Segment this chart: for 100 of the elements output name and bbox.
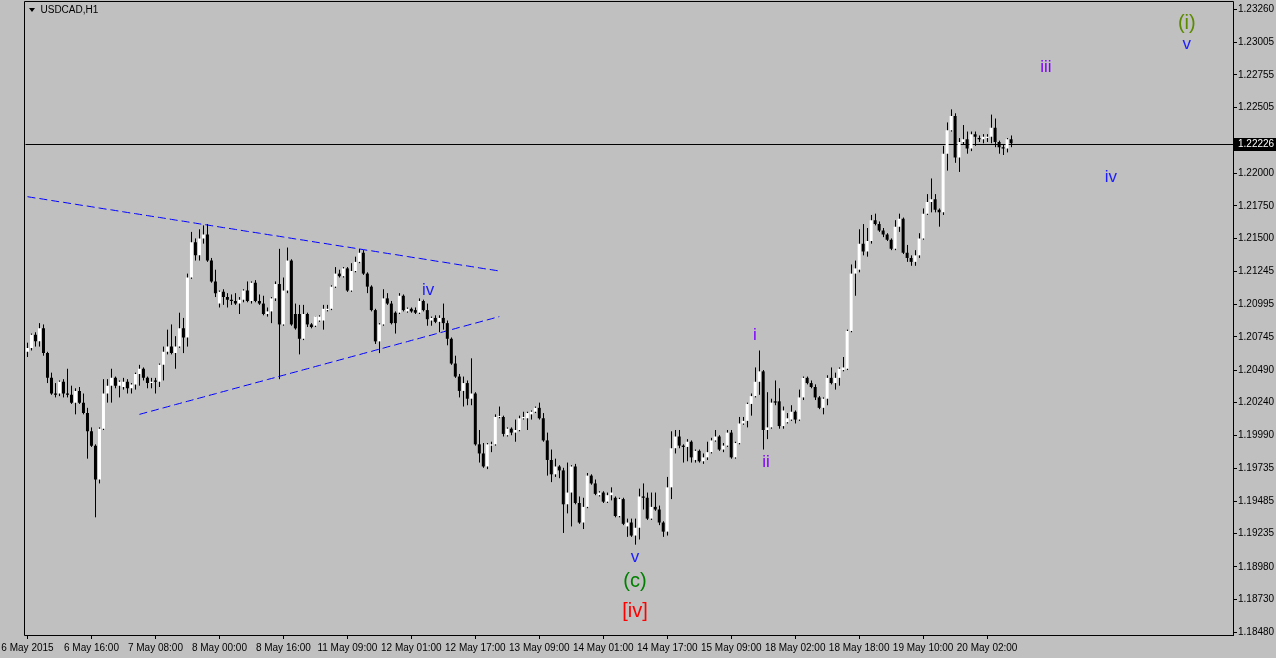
candlestick bbox=[545, 432, 549, 477]
annotation: iii bbox=[1040, 56, 1052, 76]
y-tick-label: 1.18480 bbox=[1238, 625, 1275, 637]
annotation: v bbox=[1182, 33, 1192, 53]
candlestick bbox=[249, 280, 253, 305]
candlestick bbox=[917, 232, 921, 259]
candlestick bbox=[553, 458, 557, 478]
candlestick bbox=[869, 214, 873, 245]
x-tick-label: 6 May 2015 bbox=[1, 641, 55, 653]
candlestick bbox=[49, 372, 53, 396]
candlestick bbox=[461, 376, 465, 408]
candlestick bbox=[685, 438, 689, 462]
candlestick bbox=[501, 415, 505, 438]
x-tick-label: 12 May 17:00 bbox=[445, 641, 507, 653]
candlestick bbox=[649, 492, 653, 521]
y-tick-label: 1.18980 bbox=[1238, 560, 1275, 572]
y-tick-label: 1.21750 bbox=[1238, 199, 1275, 211]
y-tick-label: 1.22505 bbox=[1238, 101, 1275, 113]
candlestick bbox=[365, 271, 369, 294]
x-tick-label: 19 May 10:00 bbox=[892, 641, 954, 653]
y-tick-label: 1.19485 bbox=[1238, 494, 1275, 506]
candlestick bbox=[81, 393, 85, 415]
candlestick bbox=[929, 177, 933, 213]
candlestick bbox=[689, 439, 693, 464]
candlestick bbox=[861, 223, 865, 256]
candlestick bbox=[657, 505, 661, 526]
candlestick bbox=[549, 449, 553, 483]
candlestick bbox=[749, 393, 753, 417]
y-tick-label: 1.19235 bbox=[1238, 527, 1275, 539]
candlestick bbox=[933, 193, 937, 213]
candlestick bbox=[209, 257, 213, 284]
candlestick bbox=[177, 312, 181, 349]
candlestick bbox=[925, 193, 929, 216]
annotation: ii bbox=[762, 451, 770, 471]
candlestick bbox=[481, 442, 485, 469]
annotation: iv bbox=[1104, 166, 1118, 186]
x-tick-label: 15 May 09:00 bbox=[700, 641, 762, 653]
annotation: iv bbox=[421, 279, 435, 299]
annotation: (c) bbox=[623, 568, 647, 591]
annotation: i bbox=[753, 325, 757, 345]
candlestick bbox=[333, 266, 337, 289]
x-tick-label: 14 May 17:00 bbox=[636, 641, 698, 653]
x-tick-label: 11 May 09:00 bbox=[317, 641, 378, 653]
candlestick bbox=[105, 378, 109, 404]
candlestick bbox=[193, 237, 197, 262]
candlestick bbox=[633, 518, 637, 546]
y-tick-label: 1.22755 bbox=[1238, 68, 1275, 80]
x-tick-label: 14 May 01:00 bbox=[572, 641, 634, 653]
y-tick-label: 1.21245 bbox=[1238, 265, 1275, 277]
candlestick bbox=[801, 376, 805, 401]
candlestick bbox=[181, 317, 185, 354]
candlestick bbox=[477, 429, 481, 464]
candlestick bbox=[69, 385, 73, 405]
ref-line-label: 1.22226 bbox=[1238, 138, 1275, 150]
candlestick bbox=[565, 462, 569, 514]
candlestick bbox=[837, 366, 841, 387]
x-tick-label: 18 May 18:00 bbox=[828, 641, 890, 653]
y-tick-label: 1.21500 bbox=[1238, 232, 1275, 244]
annotation: [iv] bbox=[622, 598, 648, 621]
candlestick bbox=[157, 363, 161, 388]
candlestick bbox=[457, 373, 461, 398]
y-tick-label: 1.19990 bbox=[1238, 428, 1275, 440]
candlestick bbox=[753, 366, 757, 398]
candlestick bbox=[737, 416, 741, 445]
candlestick bbox=[645, 492, 649, 521]
candlestick bbox=[629, 518, 633, 538]
candlestick bbox=[349, 262, 353, 293]
candlestick bbox=[485, 442, 489, 470]
y-tick-label: 1.20490 bbox=[1238, 363, 1275, 375]
x-tick-label: 6 May 16:00 bbox=[63, 641, 120, 653]
candlestick bbox=[109, 368, 113, 404]
candlestick bbox=[581, 497, 585, 530]
x-tick-label: 7 May 08:00 bbox=[127, 641, 184, 653]
candlestick bbox=[673, 429, 677, 454]
candlestick bbox=[389, 300, 393, 325]
candlestick bbox=[613, 495, 617, 518]
y-tick-label: 1.23260 bbox=[1238, 2, 1275, 14]
y-tick-label: 1.19735 bbox=[1238, 462, 1275, 474]
x-tick-label: 8 May 16:00 bbox=[255, 641, 312, 653]
candlestick bbox=[369, 284, 373, 312]
y-tick-label: 1.18730 bbox=[1238, 593, 1275, 605]
annotation: (i) bbox=[1177, 10, 1196, 33]
line-series bbox=[27, 196, 500, 272]
y-tick-label: 1.22000 bbox=[1238, 167, 1275, 178]
candlestick bbox=[161, 346, 165, 381]
candlestick bbox=[397, 292, 401, 315]
candlestick bbox=[197, 228, 201, 262]
candlestick bbox=[89, 426, 93, 448]
x-tick-label: 13 May 09:00 bbox=[508, 641, 571, 653]
candlestick bbox=[641, 482, 645, 510]
candlestick bbox=[85, 407, 89, 460]
x-tick-label: 20 May 02:00 bbox=[956, 641, 1018, 653]
y-tick-label: 1.23005 bbox=[1238, 36, 1275, 48]
candlestick bbox=[169, 323, 173, 355]
line-series bbox=[138, 316, 500, 415]
x-tick-label: 8 May 00:00 bbox=[191, 641, 248, 653]
y-tick-label: 1.20995 bbox=[1238, 297, 1275, 309]
candlestick bbox=[865, 227, 869, 258]
x-tick-label: 12 May 01:00 bbox=[381, 641, 443, 653]
candlestick bbox=[577, 495, 581, 525]
